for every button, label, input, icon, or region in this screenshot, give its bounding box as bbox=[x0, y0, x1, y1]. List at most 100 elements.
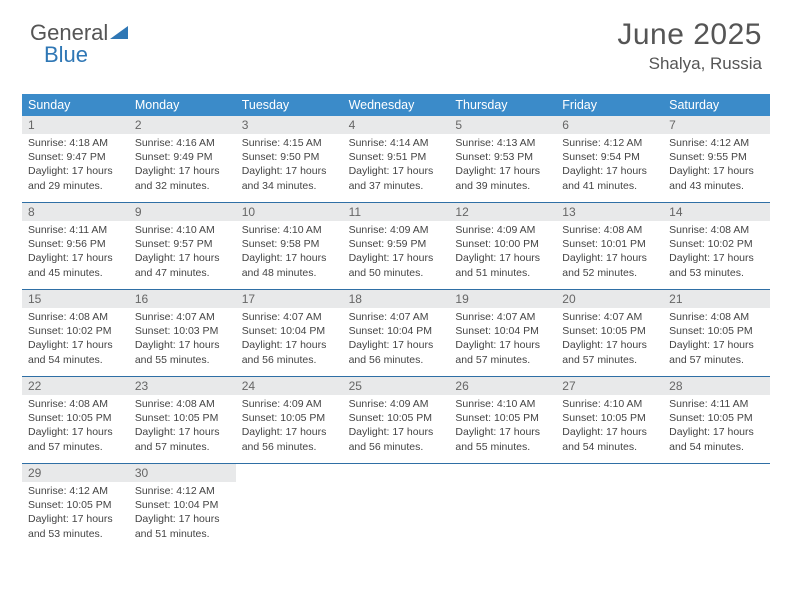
day-cell: 27Sunrise: 4:10 AMSunset: 10:05 PMDaylig… bbox=[556, 377, 663, 463]
day-number: 3 bbox=[236, 116, 343, 134]
day-cell: 16Sunrise: 4:07 AMSunset: 10:03 PMDaylig… bbox=[129, 290, 236, 376]
sunset-line: Sunset: 9:49 PM bbox=[135, 150, 230, 164]
sunset-line: Sunset: 10:04 PM bbox=[349, 324, 444, 338]
day-cell: 20Sunrise: 4:07 AMSunset: 10:05 PMDaylig… bbox=[556, 290, 663, 376]
day-cell: 4Sunrise: 4:14 AMSunset: 9:51 PMDaylight… bbox=[343, 116, 450, 202]
weekday-header: Thursday bbox=[449, 94, 556, 116]
sunset-line: Sunset: 9:59 PM bbox=[349, 237, 444, 251]
weekday-header: Friday bbox=[556, 94, 663, 116]
day-number: 19 bbox=[449, 290, 556, 308]
day-cell: 22Sunrise: 4:08 AMSunset: 10:05 PMDaylig… bbox=[22, 377, 129, 463]
day-cell: 9Sunrise: 4:10 AMSunset: 9:57 PMDaylight… bbox=[129, 203, 236, 289]
day-number: 22 bbox=[22, 377, 129, 395]
sunset-line: Sunset: 10:05 PM bbox=[349, 411, 444, 425]
day-cell: 29Sunrise: 4:12 AMSunset: 10:05 PMDaylig… bbox=[22, 464, 129, 550]
weekday-header: Saturday bbox=[663, 94, 770, 116]
day-number: 20 bbox=[556, 290, 663, 308]
sunset-line: Sunset: 9:53 PM bbox=[455, 150, 550, 164]
day-body: Sunrise: 4:08 AMSunset: 10:02 PMDaylight… bbox=[663, 221, 770, 284]
daylight-line: Daylight: 17 hours and 51 minutes. bbox=[455, 251, 550, 279]
day-cell: 10Sunrise: 4:10 AMSunset: 9:58 PMDayligh… bbox=[236, 203, 343, 289]
daylight-line: Daylight: 17 hours and 52 minutes. bbox=[562, 251, 657, 279]
sunset-line: Sunset: 10:05 PM bbox=[669, 324, 764, 338]
day-number: 11 bbox=[343, 203, 450, 221]
sunrise-line: Sunrise: 4:09 AM bbox=[455, 223, 550, 237]
sunrise-line: Sunrise: 4:07 AM bbox=[349, 310, 444, 324]
daylight-line: Daylight: 17 hours and 55 minutes. bbox=[135, 338, 230, 366]
sunset-line: Sunset: 10:05 PM bbox=[562, 324, 657, 338]
day-body: Sunrise: 4:08 AMSunset: 10:05 PMDaylight… bbox=[22, 395, 129, 458]
day-cell: 21Sunrise: 4:08 AMSunset: 10:05 PMDaylig… bbox=[663, 290, 770, 376]
day-body: Sunrise: 4:09 AMSunset: 10:05 PMDaylight… bbox=[343, 395, 450, 458]
day-number: 28 bbox=[663, 377, 770, 395]
daylight-line: Daylight: 17 hours and 50 minutes. bbox=[349, 251, 444, 279]
weekday-header: Tuesday bbox=[236, 94, 343, 116]
day-cell: 23Sunrise: 4:08 AMSunset: 10:05 PMDaylig… bbox=[129, 377, 236, 463]
sunset-line: Sunset: 10:05 PM bbox=[562, 411, 657, 425]
day-body: Sunrise: 4:09 AMSunset: 10:05 PMDaylight… bbox=[236, 395, 343, 458]
daylight-line: Daylight: 17 hours and 54 minutes. bbox=[28, 338, 123, 366]
sunset-line: Sunset: 10:05 PM bbox=[135, 411, 230, 425]
sunset-line: Sunset: 10:05 PM bbox=[28, 411, 123, 425]
day-cell: 3Sunrise: 4:15 AMSunset: 9:50 PMDaylight… bbox=[236, 116, 343, 202]
week-row: 22Sunrise: 4:08 AMSunset: 10:05 PMDaylig… bbox=[22, 377, 770, 464]
sunrise-line: Sunrise: 4:08 AM bbox=[669, 310, 764, 324]
day-number: 8 bbox=[22, 203, 129, 221]
day-number: 5 bbox=[449, 116, 556, 134]
day-body: Sunrise: 4:07 AMSunset: 10:03 PMDaylight… bbox=[129, 308, 236, 371]
day-cell: 12Sunrise: 4:09 AMSunset: 10:00 PMDaylig… bbox=[449, 203, 556, 289]
daylight-line: Daylight: 17 hours and 57 minutes. bbox=[135, 425, 230, 453]
daylight-line: Daylight: 17 hours and 45 minutes. bbox=[28, 251, 123, 279]
day-cell: . bbox=[556, 464, 663, 550]
sunrise-line: Sunrise: 4:07 AM bbox=[562, 310, 657, 324]
day-cell: 28Sunrise: 4:11 AMSunset: 10:05 PMDaylig… bbox=[663, 377, 770, 463]
day-body: Sunrise: 4:10 AMSunset: 9:57 PMDaylight:… bbox=[129, 221, 236, 284]
daylight-line: Daylight: 17 hours and 39 minutes. bbox=[455, 164, 550, 192]
day-number: 23 bbox=[129, 377, 236, 395]
day-body: Sunrise: 4:09 AMSunset: 9:59 PMDaylight:… bbox=[343, 221, 450, 284]
day-cell: 17Sunrise: 4:07 AMSunset: 10:04 PMDaylig… bbox=[236, 290, 343, 376]
sunset-line: Sunset: 10:01 PM bbox=[562, 237, 657, 251]
sunrise-line: Sunrise: 4:08 AM bbox=[28, 397, 123, 411]
weekday-header: Monday bbox=[129, 94, 236, 116]
day-body: Sunrise: 4:11 AMSunset: 10:05 PMDaylight… bbox=[663, 395, 770, 458]
day-number: 17 bbox=[236, 290, 343, 308]
day-number: 27 bbox=[556, 377, 663, 395]
daylight-line: Daylight: 17 hours and 57 minutes. bbox=[455, 338, 550, 366]
sunset-line: Sunset: 10:03 PM bbox=[135, 324, 230, 338]
day-number: 1 bbox=[22, 116, 129, 134]
sunrise-line: Sunrise: 4:07 AM bbox=[242, 310, 337, 324]
sunrise-line: Sunrise: 4:12 AM bbox=[669, 136, 764, 150]
day-body: Sunrise: 4:07 AMSunset: 10:05 PMDaylight… bbox=[556, 308, 663, 371]
day-cell: 11Sunrise: 4:09 AMSunset: 9:59 PMDayligh… bbox=[343, 203, 450, 289]
day-number: 29 bbox=[22, 464, 129, 482]
daylight-line: Daylight: 17 hours and 53 minutes. bbox=[669, 251, 764, 279]
day-cell: . bbox=[236, 464, 343, 550]
daylight-line: Daylight: 17 hours and 57 minutes. bbox=[669, 338, 764, 366]
week-row: 15Sunrise: 4:08 AMSunset: 10:02 PMDaylig… bbox=[22, 290, 770, 377]
day-cell: 14Sunrise: 4:08 AMSunset: 10:02 PMDaylig… bbox=[663, 203, 770, 289]
week-row: 29Sunrise: 4:12 AMSunset: 10:05 PMDaylig… bbox=[22, 464, 770, 550]
day-body: Sunrise: 4:15 AMSunset: 9:50 PMDaylight:… bbox=[236, 134, 343, 197]
sunrise-line: Sunrise: 4:10 AM bbox=[135, 223, 230, 237]
sunrise-line: Sunrise: 4:11 AM bbox=[28, 223, 123, 237]
day-cell: . bbox=[343, 464, 450, 550]
sunset-line: Sunset: 10:00 PM bbox=[455, 237, 550, 251]
day-cell: 13Sunrise: 4:08 AMSunset: 10:01 PMDaylig… bbox=[556, 203, 663, 289]
daylight-line: Daylight: 17 hours and 57 minutes. bbox=[28, 425, 123, 453]
brand-part2: Blue bbox=[44, 42, 88, 68]
day-number: 18 bbox=[343, 290, 450, 308]
sunrise-line: Sunrise: 4:14 AM bbox=[349, 136, 444, 150]
daylight-line: Daylight: 17 hours and 57 minutes. bbox=[562, 338, 657, 366]
sunrise-line: Sunrise: 4:10 AM bbox=[242, 223, 337, 237]
day-cell: 26Sunrise: 4:10 AMSunset: 10:05 PMDaylig… bbox=[449, 377, 556, 463]
day-cell: 7Sunrise: 4:12 AMSunset: 9:55 PMDaylight… bbox=[663, 116, 770, 202]
daylight-line: Daylight: 17 hours and 56 minutes. bbox=[242, 425, 337, 453]
day-number: 30 bbox=[129, 464, 236, 482]
day-number: 24 bbox=[236, 377, 343, 395]
day-cell: 30Sunrise: 4:12 AMSunset: 10:04 PMDaylig… bbox=[129, 464, 236, 550]
sunrise-line: Sunrise: 4:09 AM bbox=[349, 223, 444, 237]
sunset-line: Sunset: 9:54 PM bbox=[562, 150, 657, 164]
sunrise-line: Sunrise: 4:12 AM bbox=[28, 484, 123, 498]
sunrise-line: Sunrise: 4:10 AM bbox=[455, 397, 550, 411]
